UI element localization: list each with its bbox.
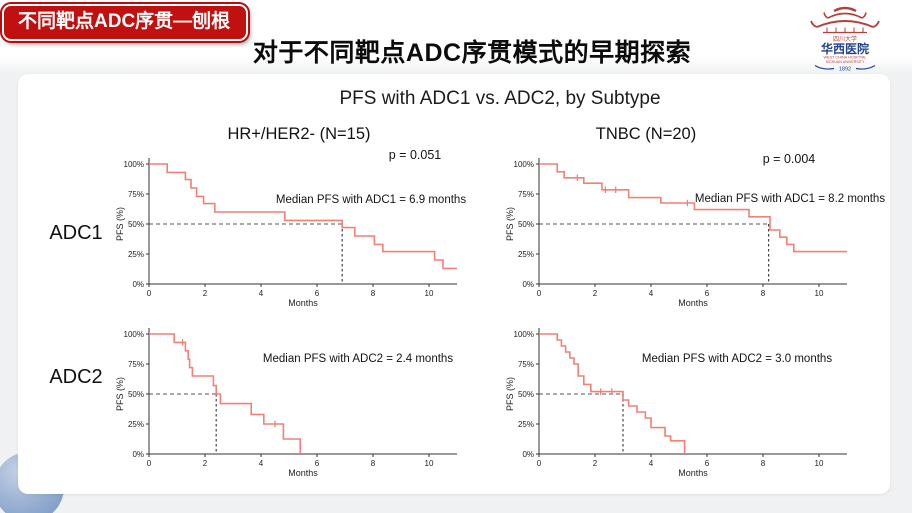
x-tick-label: 2	[593, 459, 598, 468]
y-tick-label: 25%	[518, 420, 534, 429]
y-tick-label: 75%	[128, 360, 144, 369]
km-plot-svg: 0% 25% 50% 75% 100% 0 2 4 6 8 10 Months PFS (%) Media…	[115, 328, 457, 478]
y-axis-title: PFS (%)	[505, 377, 515, 411]
y-tick-label: 75%	[518, 190, 534, 199]
y-tick-label: 0%	[522, 280, 534, 289]
x-tick-label: 10	[425, 459, 434, 468]
x-tick-label: 4	[259, 289, 264, 298]
x-tick-label: 2	[593, 289, 598, 298]
x-tick-label: 10	[425, 289, 434, 298]
median-annotation: Median PFS with ADC1 = 8.2 months	[695, 193, 885, 205]
x-axis-title: Months	[288, 298, 318, 308]
logo-year-text: 1892	[839, 67, 851, 73]
y-tick-label: 25%	[128, 420, 144, 429]
y-tick-label: 100%	[514, 160, 534, 169]
x-tick-label: 8	[761, 459, 766, 468]
section-banner: 不同靶点ADC序贯—刨根	[2, 4, 249, 41]
km-chart-adc2-tnbc: 0% 25% 50% 75% 100% 0 2 4 6 8 10 Months PFS (%) Media…	[495, 308, 875, 480]
x-tick-label: 10	[815, 289, 824, 298]
logo-english-line2: SICHUAN UNIVERSITY	[826, 60, 865, 64]
column-header-tnbc: TNBC (N=20)	[595, 125, 697, 143]
x-axis-title: Months	[678, 468, 708, 478]
x-tick-label: 4	[649, 459, 654, 468]
x-tick-label: 8	[371, 459, 376, 468]
km-plot-svg: 0% 25% 50% 75% 100% 0 2 4 6 8 10 Months PFS (%) Media…	[505, 328, 847, 478]
x-tick-label: 0	[147, 459, 152, 468]
x-axis-title: Months	[288, 468, 318, 478]
p-value-label: p = 0.051	[389, 148, 442, 162]
y-tick-label: 50%	[518, 220, 534, 229]
y-tick-label: 50%	[518, 390, 534, 399]
column-header-hr-her2: HR+/HER2- (N=15)	[227, 125, 371, 143]
x-tick-label: 6	[705, 459, 710, 468]
x-tick-label: 0	[537, 459, 542, 468]
km-curve	[539, 333, 686, 454]
logo-ribbon-icon	[814, 64, 876, 70]
y-axis-title: PFS (%)	[505, 207, 515, 241]
y-tick-label: 0%	[132, 280, 144, 289]
km-curve	[149, 333, 301, 454]
km-chart-adc1-tnbc: 0% 25% 50% 75% 100% 0 2 4 6 8 10 Months PFS (%) Media…	[495, 138, 885, 310]
median-annotation: Median PFS with ADC2 = 3.0 months	[642, 353, 832, 365]
y-tick-label: 100%	[124, 330, 144, 339]
x-tick-label: 6	[705, 289, 710, 298]
km-curve	[149, 163, 457, 270]
x-tick-label: 8	[761, 289, 766, 298]
row-label-adc2: ADC2	[49, 366, 103, 388]
km-chart-adc2-hr-her2: 0% 25% 50% 75% 100% 0 2 4 6 8 10 Months PFS (%) Media…	[105, 308, 485, 480]
y-tick-label: 25%	[128, 250, 144, 259]
section-banner-label: 不同靶点ADC序贯—刨根	[18, 11, 231, 32]
y-tick-label: 75%	[128, 190, 144, 199]
x-tick-label: 2	[203, 289, 208, 298]
km-chart-adc1-hr-her2: 0% 25% 50% 75% 100% 0 2 4 6 8 10 Months PFS (%) Media…	[105, 138, 485, 310]
y-axis-title: PFS (%)	[115, 207, 125, 241]
x-tick-label: 6	[315, 289, 320, 298]
y-tick-label: 100%	[514, 330, 534, 339]
y-tick-label: 75%	[518, 360, 534, 369]
y-axis-title: PFS (%)	[115, 377, 125, 411]
y-tick-label: 0%	[132, 450, 144, 459]
x-tick-label: 10	[815, 459, 824, 468]
p-value-label: p = 0.004	[763, 152, 816, 166]
row-label-adc1: ADC1	[49, 222, 103, 244]
x-tick-label: 8	[371, 289, 376, 298]
pavilion-roof-icon	[810, 6, 880, 34]
km-curve	[539, 163, 847, 253]
km-plot-svg: 0% 25% 50% 75% 100% 0 2 4 6 8 10 Months PFS (%) Media…	[505, 152, 885, 308]
median-annotation: Median PFS with ADC1 = 6.9 months	[276, 194, 466, 206]
x-tick-label: 0	[147, 289, 152, 298]
page-title: 对于不同靶点ADC序贯模式的早期探索	[252, 39, 692, 67]
figure-title: PFS with ADC1 vs. ADC2, by Subtype	[339, 88, 661, 109]
x-tick-label: 6	[315, 459, 320, 468]
x-tick-label: 2	[203, 459, 208, 468]
logo-hospital-text: 华西医院	[821, 41, 869, 56]
content-panel: PFS with ADC1 vs. ADC2, by Subtype HR+/H…	[18, 74, 890, 494]
median-annotation: Median PFS with ADC2 = 2.4 months	[263, 353, 453, 365]
km-plot-svg: 0% 25% 50% 75% 100% 0 2 4 6 8 10 Months PFS (%) Media…	[115, 148, 466, 308]
y-tick-label: 0%	[522, 450, 534, 459]
x-tick-label: 4	[259, 459, 264, 468]
y-tick-label: 100%	[124, 160, 144, 169]
logo-university-text: 四川大学	[833, 35, 857, 43]
hospital-logo: 四川大学 华西医院 WEST CHINA HOSPITAL SICHUAN UN…	[800, 2, 890, 72]
logo-english-line1: WEST CHINA HOSPITAL	[823, 56, 866, 60]
y-tick-label: 50%	[128, 220, 144, 229]
y-tick-label: 50%	[128, 390, 144, 399]
x-tick-label: 0	[537, 289, 542, 298]
x-axis-title: Months	[678, 298, 708, 308]
hospital-logo-icon: 四川大学 华西医院 WEST CHINA HOSPITAL SICHUAN UN…	[810, 6, 880, 73]
x-tick-label: 4	[649, 289, 654, 298]
y-tick-label: 25%	[518, 250, 534, 259]
